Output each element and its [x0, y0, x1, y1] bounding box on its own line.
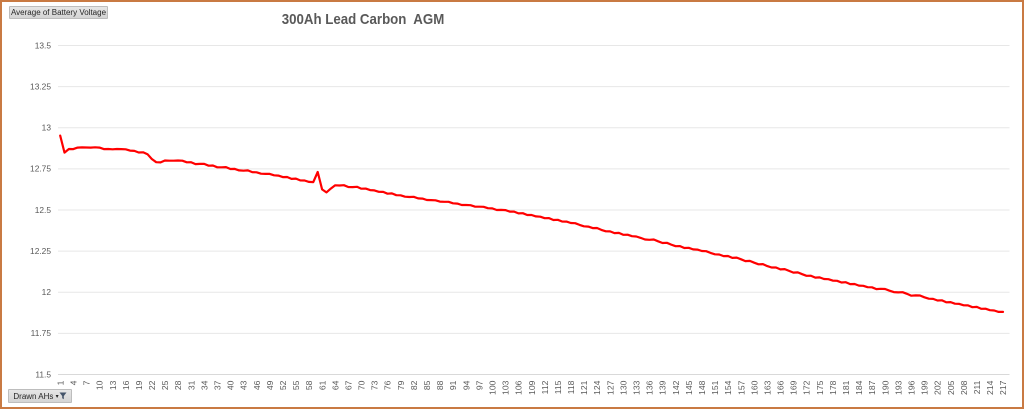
svg-text:139: 139: [658, 380, 668, 395]
svg-text:13.5: 13.5: [35, 40, 52, 50]
svg-text:25: 25: [160, 380, 170, 390]
svg-text:202: 202: [933, 380, 943, 395]
svg-text:154: 154: [723, 380, 733, 395]
svg-text:211: 211: [972, 380, 982, 394]
svg-text:196: 196: [907, 380, 917, 395]
svg-text:4: 4: [69, 380, 79, 385]
svg-text:73: 73: [370, 380, 380, 390]
svg-text:37: 37: [213, 380, 223, 390]
svg-text:34: 34: [199, 380, 209, 390]
svg-text:100: 100: [488, 380, 498, 395]
svg-text:12.75: 12.75: [30, 164, 51, 174]
svg-text:13: 13: [42, 123, 52, 133]
svg-text:49: 49: [265, 380, 275, 390]
svg-text:76: 76: [383, 380, 393, 390]
svg-text:79: 79: [396, 380, 406, 390]
svg-text:175: 175: [815, 380, 825, 395]
svg-text:1: 1: [55, 380, 65, 385]
svg-text:184: 184: [854, 380, 864, 395]
svg-text:28: 28: [173, 380, 183, 390]
svg-text:11.75: 11.75: [31, 328, 52, 338]
svg-text:145: 145: [684, 380, 694, 395]
svg-text:46: 46: [252, 380, 262, 390]
svg-text:109: 109: [527, 380, 537, 395]
svg-text:133: 133: [632, 380, 642, 395]
svg-text:112: 112: [540, 380, 550, 394]
svg-text:97: 97: [474, 380, 484, 390]
svg-text:187: 187: [867, 380, 877, 395]
svg-text:208: 208: [959, 380, 969, 395]
svg-text:205: 205: [946, 380, 956, 395]
svg-text:121: 121: [579, 380, 589, 395]
svg-text:55: 55: [291, 380, 301, 390]
svg-text:12.5: 12.5: [35, 205, 52, 215]
svg-text:103: 103: [501, 380, 511, 395]
svg-text:166: 166: [776, 380, 786, 395]
svg-text:130: 130: [618, 380, 628, 395]
svg-text:11.5: 11.5: [35, 369, 51, 379]
svg-text:88: 88: [435, 380, 445, 390]
svg-text:85: 85: [422, 380, 432, 390]
svg-text:169: 169: [789, 380, 799, 395]
svg-text:7: 7: [82, 380, 92, 385]
svg-text:64: 64: [330, 380, 340, 390]
svg-text:163: 163: [763, 380, 773, 395]
svg-text:136: 136: [645, 380, 655, 395]
svg-text:13: 13: [108, 380, 118, 390]
svg-text:52: 52: [278, 380, 288, 390]
svg-text:58: 58: [304, 380, 314, 390]
svg-text:160: 160: [749, 380, 759, 395]
svg-text:10: 10: [95, 380, 105, 390]
svg-text:40: 40: [226, 380, 236, 390]
svg-text:190: 190: [880, 380, 890, 395]
svg-text:13.25: 13.25: [30, 81, 51, 91]
svg-text:61: 61: [317, 380, 327, 390]
svg-text:115: 115: [553, 380, 563, 394]
svg-text:43: 43: [239, 380, 249, 390]
svg-text:181: 181: [841, 380, 851, 395]
svg-text:157: 157: [736, 380, 746, 395]
svg-text:31: 31: [186, 380, 196, 390]
svg-text:82: 82: [409, 380, 419, 390]
svg-text:67: 67: [344, 380, 354, 390]
svg-text:94: 94: [461, 380, 471, 390]
svg-text:12: 12: [42, 287, 52, 297]
svg-text:217: 217: [998, 380, 1008, 395]
svg-text:172: 172: [802, 380, 812, 395]
svg-text:12.25: 12.25: [30, 246, 51, 256]
svg-text:70: 70: [357, 380, 367, 390]
svg-text:214: 214: [985, 380, 995, 395]
svg-text:148: 148: [697, 380, 707, 395]
svg-text:118: 118: [566, 380, 576, 394]
svg-text:19: 19: [134, 380, 144, 390]
svg-text:151: 151: [710, 380, 720, 395]
svg-text:193: 193: [893, 380, 903, 395]
svg-text:22: 22: [147, 380, 157, 390]
svg-text:127: 127: [605, 380, 615, 395]
svg-text:142: 142: [671, 380, 681, 395]
svg-text:106: 106: [514, 380, 524, 395]
svg-text:91: 91: [448, 380, 458, 390]
svg-text:124: 124: [592, 380, 602, 395]
svg-text:199: 199: [920, 380, 930, 395]
svg-text:16: 16: [121, 380, 131, 390]
svg-text:178: 178: [828, 380, 838, 395]
